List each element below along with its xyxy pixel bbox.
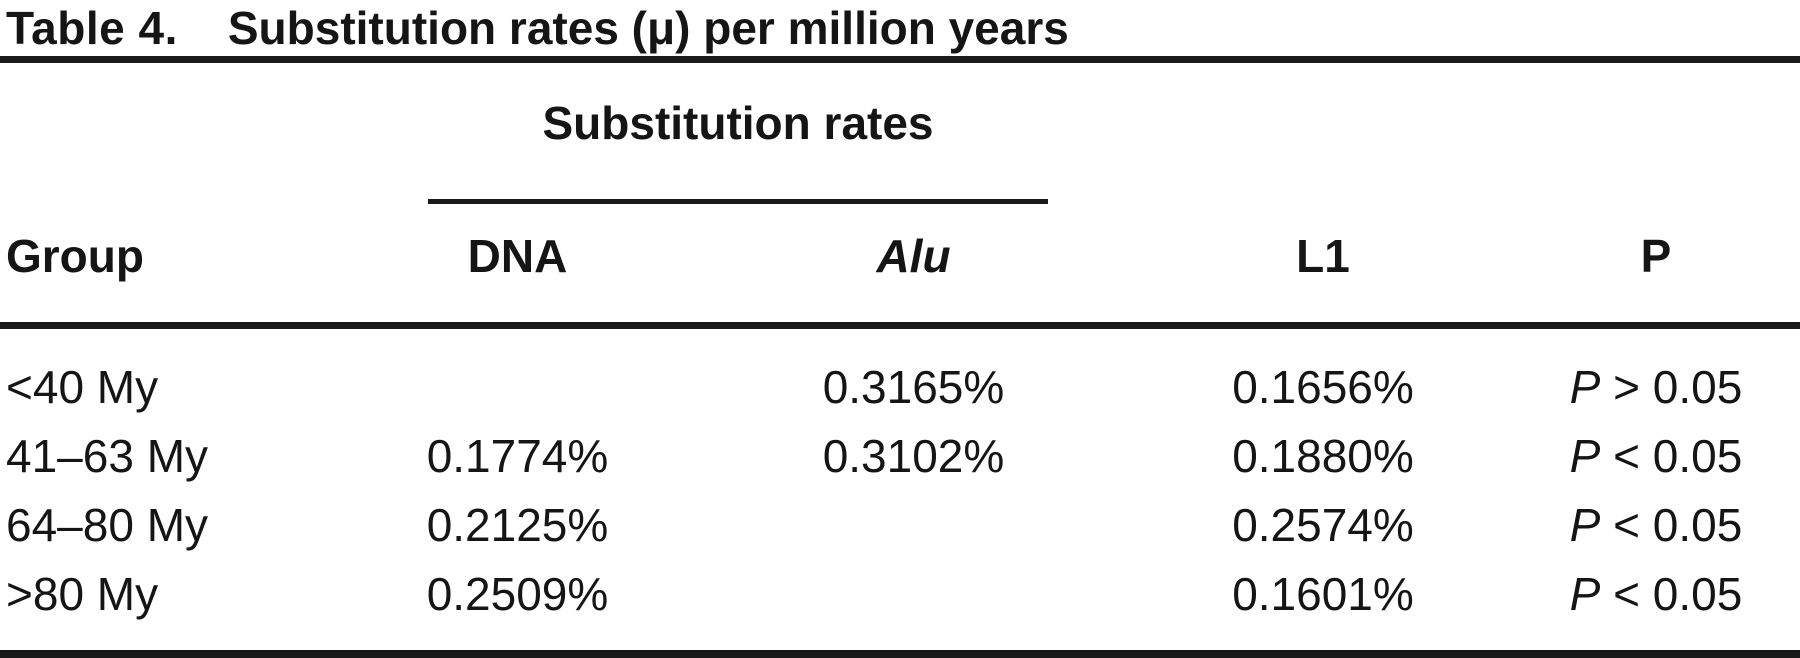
column-header-dna: DNA [342,204,693,329]
p-cell: P < 0.05 [1512,490,1800,559]
column-header-p: P [1512,204,1800,329]
l1-cell: 0.1601% [1232,567,1414,620]
p-symbol: P [1569,498,1601,551]
p-cell: P < 0.05 [1512,559,1800,628]
table-number: Table 4. [6,2,178,54]
substitution-rates-table: Substitution rates Group DNA Alu L1 P <4… [0,63,1800,628]
group-cell: 41–63 My [6,429,209,482]
p-symbol: P [1569,360,1601,413]
table-row: <40 My 0.3165% 0.1656% P > 0.05 [0,326,1800,422]
spanner-spacer [1512,63,1800,204]
table-title: Table 4. Substitution rates (μ) per mill… [0,0,1800,56]
table-caption: Substitution rates (μ) per million years [227,2,1069,54]
l1-cell: 0.1656% [1232,360,1414,413]
dna-cell: 0.1774% [426,429,609,482]
alu-cell: 0.3165% [822,360,1005,413]
column-header-alu: Alu [693,204,1134,329]
l1-cell: 0.1880% [1232,429,1414,482]
p-symbol: P [1569,429,1601,482]
table-row: >80 My 0.2509% 0.1601% P < 0.05 [0,559,1800,628]
p-value: < 0.05 [1600,498,1743,551]
dna-cell: 0.2125% [426,498,609,551]
top-rule [0,56,1800,63]
column-header-l1: L1 [1134,204,1512,329]
dna-cell [342,326,693,422]
dna-cell: 0.2509% [426,567,609,620]
alu-cell [693,490,1134,559]
p-cell: P < 0.05 [1512,421,1800,490]
alu-cell: 0.3102% [822,429,1005,482]
p-symbol: P [1569,567,1601,620]
p-cell: P > 0.05 [1512,326,1800,422]
table-row: 64–80 My 0.2125% 0.2574% P < 0.05 [0,490,1800,559]
header-row: Group DNA Alu L1 P [0,204,1800,329]
p-value: < 0.05 [1600,429,1743,482]
spanner-rule [428,199,1048,204]
bottom-rule [0,650,1800,658]
group-cell: >80 My [6,567,159,620]
p-value: > 0.05 [1600,360,1743,413]
spanner-label: Substitution rates [542,97,934,149]
spanner-spacer [0,63,342,204]
group-cell: 64–80 My [6,498,209,551]
spanner-spacer [1134,63,1512,204]
p-value: < 0.05 [1600,567,1743,620]
spanner-row: Substitution rates [0,63,1800,204]
l1-cell: 0.2574% [1232,498,1414,551]
alu-cell [693,559,1134,628]
spanner-cell: Substitution rates [342,63,1134,204]
group-cell: <40 My [6,360,159,413]
column-header-group: Group [0,204,342,329]
table-row: 41–63 My 0.1774% 0.3102% 0.1880% P < 0.0… [0,421,1800,490]
